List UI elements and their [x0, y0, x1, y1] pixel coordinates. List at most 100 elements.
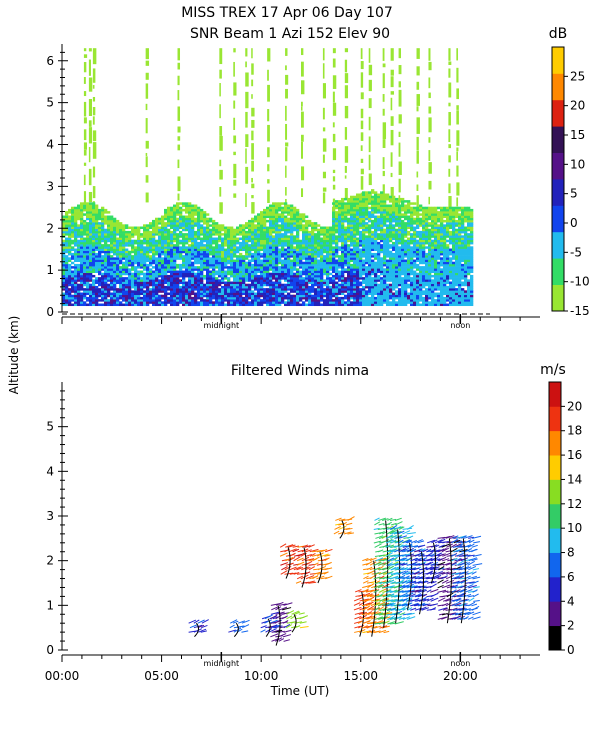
snr-cell — [392, 233, 396, 236]
snr-cell — [209, 257, 213, 260]
snr-cell — [77, 255, 81, 258]
snr-cell — [74, 215, 78, 219]
snr-cell — [176, 226, 180, 230]
snr-cell — [65, 213, 69, 216]
snr-cell — [95, 296, 99, 300]
snr-cell — [161, 266, 165, 269]
snr-cell — [254, 224, 258, 227]
snr-cell — [266, 266, 270, 269]
snr-cell — [80, 204, 84, 208]
snr-cell — [179, 206, 183, 210]
snr-cell — [293, 285, 297, 289]
snr-cell — [116, 272, 120, 276]
snr-cell — [395, 274, 399, 278]
snr-cell — [143, 274, 147, 278]
snr-cell — [170, 241, 174, 245]
snr-cell — [101, 257, 105, 260]
streak-segment — [219, 202, 223, 214]
snr-cell — [275, 283, 279, 287]
snr-cell — [83, 279, 87, 282]
snr-cell — [167, 250, 171, 254]
snr-cell — [77, 228, 81, 232]
snr-cell — [149, 290, 153, 293]
snr-cell — [392, 257, 396, 260]
snr-cell — [326, 233, 330, 236]
snr-cell — [104, 285, 108, 289]
snr-cell — [221, 257, 225, 260]
snr-cell — [86, 252, 90, 256]
snr-cell — [221, 281, 225, 285]
snr-cell — [170, 248, 174, 252]
snr-cell — [173, 281, 177, 285]
snr-cell — [329, 277, 333, 280]
snr-cell — [194, 217, 198, 221]
snr-cell — [161, 252, 165, 256]
snr-cell — [236, 272, 240, 276]
snr-cell — [308, 272, 312, 276]
streak-segment — [145, 103, 148, 111]
snr-cell — [284, 215, 288, 219]
snr-cell — [167, 263, 171, 267]
snr-cell — [215, 272, 219, 276]
snr-cell — [329, 235, 333, 238]
snr-cell — [155, 283, 159, 287]
snr-cell — [245, 277, 249, 280]
snr-cell — [269, 233, 273, 236]
snr-cell — [107, 250, 111, 254]
snr-cell — [326, 301, 330, 304]
snr-cell — [218, 292, 222, 296]
snr-cell — [143, 228, 147, 232]
snr-cell — [143, 285, 147, 289]
snr-cell — [281, 211, 285, 214]
snr-cell — [347, 281, 351, 285]
snr-cell — [287, 217, 291, 221]
snr-cell — [89, 222, 93, 225]
snr-cell — [110, 222, 114, 225]
snr-cell — [326, 250, 330, 254]
snr-cell — [194, 230, 198, 234]
snr-cell — [104, 230, 108, 234]
snr-cell — [290, 277, 294, 280]
snr-cell — [83, 268, 87, 271]
snr-cell — [392, 266, 396, 269]
snr-cell — [209, 288, 213, 291]
snr-cell — [284, 274, 288, 278]
snr-cell — [332, 288, 336, 291]
streak-segment — [301, 48, 304, 56]
streak-segment — [233, 61, 235, 77]
snr-cell — [353, 226, 357, 230]
snr-cell — [65, 257, 69, 260]
snr-cell — [119, 268, 123, 271]
snr-cell — [284, 228, 288, 232]
snr-cell — [386, 303, 390, 307]
snr-cell — [236, 288, 240, 291]
snr-cell — [200, 281, 204, 285]
snr-cell — [362, 230, 366, 234]
snr-cell — [404, 215, 408, 219]
snr-cell — [317, 228, 321, 232]
snr-cell — [179, 296, 183, 300]
snr-cell — [380, 294, 384, 298]
streak-segment — [285, 147, 288, 162]
snr-cell — [284, 204, 288, 208]
snr-cell — [338, 296, 342, 300]
snr-cell — [245, 274, 249, 278]
snr-cell — [245, 268, 249, 271]
snr-cell — [389, 255, 393, 258]
snr-cell — [209, 274, 213, 278]
snr-cell — [182, 217, 186, 221]
snr-cell — [371, 252, 375, 256]
snr-cell — [302, 257, 306, 260]
streak-segment — [251, 94, 253, 99]
snr-cell — [185, 224, 189, 227]
snr-cell — [377, 266, 381, 269]
snr-cell — [116, 241, 120, 245]
snr-cell — [65, 292, 69, 296]
snr-cell — [236, 299, 240, 302]
snr-cell — [179, 222, 183, 225]
snr-cell — [317, 292, 321, 296]
snr-cell — [308, 303, 312, 307]
snr-cell — [110, 255, 114, 258]
snr-cell — [356, 244, 360, 247]
snr-cell — [368, 191, 372, 194]
